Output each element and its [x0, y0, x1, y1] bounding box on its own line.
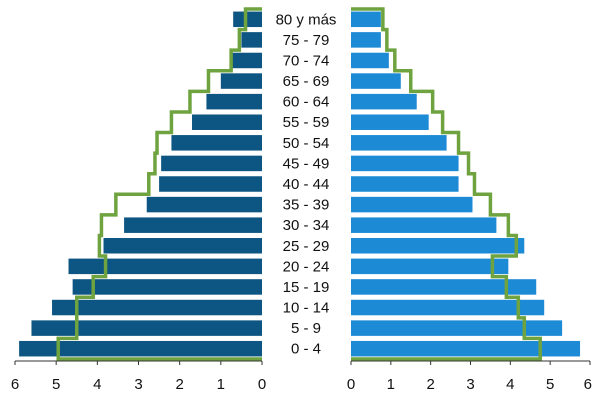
left-tick-label: 6	[11, 376, 19, 393]
left-bar	[231, 52, 262, 69]
age-group-label: 15 - 19	[283, 279, 330, 296]
left-tick-label: 5	[52, 376, 60, 393]
age-group-label: 40 - 44	[283, 176, 330, 193]
right-bar	[351, 238, 525, 254]
left-bar	[171, 135, 262, 151]
right-bar	[351, 340, 581, 357]
left-tick-label: 1	[217, 376, 225, 393]
age-group-label: 25 - 29	[283, 238, 330, 255]
left-x-ticks: 6 5 4 3 2 1 0	[11, 361, 266, 393]
left-outline-line	[56, 7, 262, 361]
right-bar	[351, 279, 537, 295]
right-bar	[351, 93, 417, 110]
right-tick-label: 1	[387, 376, 395, 393]
age-group-labels: 80 y más 75 - 79 70 - 74 65 - 69 60 - 64 55 -…	[276, 11, 337, 357]
right-bar	[351, 217, 497, 233]
right-bar	[351, 114, 429, 130]
left-bar	[31, 320, 262, 336]
left-tick-label: 4	[93, 376, 101, 393]
age-group-label: 30 - 34	[283, 217, 330, 234]
right-bar	[351, 32, 381, 48]
left-tick-label: 3	[134, 376, 142, 393]
left-bar	[68, 258, 263, 275]
age-group-label: 75 - 79	[283, 32, 330, 49]
right-bar	[351, 196, 473, 213]
left-bar	[220, 73, 262, 89]
right-tick-label: 4	[506, 376, 514, 393]
right-tick-label: 6	[584, 376, 592, 393]
right-tick-label: 3	[466, 376, 474, 393]
left-bar	[192, 114, 262, 130]
right-bar	[351, 135, 447, 151]
right-bar	[351, 299, 545, 316]
right-outline-line	[351, 7, 542, 361]
left-bar	[146, 196, 262, 213]
right-bar	[351, 155, 459, 172]
left-panel: 6 5 4 3 2 1 0	[11, 7, 266, 393]
right-bar	[351, 52, 389, 69]
left-bar	[52, 299, 262, 316]
left-bar	[19, 340, 262, 357]
age-group-label: 65 - 69	[283, 73, 330, 90]
right-panel: 0 1 2 3 4 5 6	[347, 7, 592, 393]
age-group-label: 70 - 74	[283, 52, 330, 69]
left-bar	[103, 238, 262, 254]
left-bar	[72, 279, 262, 295]
right-bar	[351, 73, 401, 89]
left-bar	[161, 155, 262, 172]
right-tick-label: 0	[347, 376, 355, 393]
age-group-label: 55 - 59	[283, 114, 330, 131]
left-tick-label: 0	[258, 376, 266, 393]
left-bars	[19, 11, 263, 357]
age-group-label: 50 - 54	[283, 135, 330, 152]
left-bar	[233, 11, 262, 28]
right-tick-label: 2	[426, 376, 434, 393]
left-bar	[159, 176, 262, 192]
age-group-label: 80 y más	[276, 11, 337, 28]
left-tick-label: 2	[175, 376, 183, 393]
right-bars	[351, 11, 581, 357]
age-group-label: 35 - 39	[283, 197, 330, 214]
age-group-label: 60 - 64	[283, 94, 330, 111]
left-bar	[124, 217, 262, 233]
left-bar	[206, 93, 262, 110]
right-bar	[351, 258, 509, 275]
age-group-label: 20 - 24	[283, 258, 330, 275]
right-bar	[351, 320, 563, 336]
age-group-label: 5 - 9	[291, 320, 321, 337]
right-tick-label: 5	[546, 376, 554, 393]
right-x-ticks: 0 1 2 3 4 5 6	[347, 361, 592, 393]
age-group-label: 10 - 14	[283, 300, 330, 317]
right-bar	[351, 11, 381, 28]
left-bar	[241, 32, 262, 48]
right-bar	[351, 176, 459, 192]
age-group-label: 45 - 49	[283, 155, 330, 172]
age-group-label: 0 - 4	[291, 341, 321, 358]
